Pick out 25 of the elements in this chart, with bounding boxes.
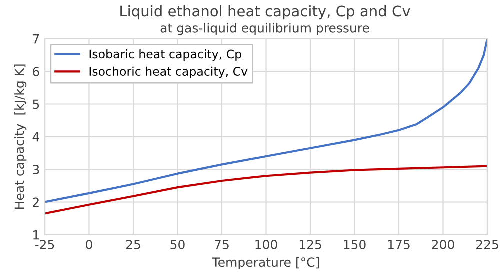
- x-tick-label: 0: [86, 240, 92, 250]
- chart-subtitle: at gas-liquid equilibrium pressure: [160, 23, 370, 36]
- x-axis-title: Temperature [°C]: [212, 257, 320, 270]
- y-tick-label: 3: [33, 165, 40, 175]
- y-tick-label: 1: [34, 230, 39, 240]
- y-tick-label: 4: [32, 132, 40, 142]
- x-tick-label: 125: [300, 240, 322, 250]
- y-tick-label: 5: [33, 100, 40, 110]
- x-tick-label: -25: [35, 240, 54, 250]
- y-tick-label: 7: [33, 34, 40, 44]
- line-series: [45, 165, 488, 215]
- y-tick-label: 2: [33, 198, 39, 207]
- y-tick-label: 6: [33, 67, 40, 77]
- x-tick-label: 100: [256, 240, 278, 250]
- x-tick-label: 50: [170, 240, 185, 250]
- legend-label: Isobaric heat capacity, Cp: [90, 50, 242, 61]
- x-tick-label: 150: [344, 240, 366, 250]
- legend-label: Isochoric heat capacity, Cv: [90, 66, 248, 78]
- x-tick-label: 200: [432, 240, 454, 250]
- chart-title: Liquid ethanol heat capacity, Cp and Cv: [120, 5, 410, 20]
- x-tick-label: 175: [388, 240, 410, 250]
- x-tick-label: 225: [476, 240, 498, 250]
- y-axis-title: Heat capacity [kJ/kg K]: [14, 64, 27, 209]
- x-tick-label: 25: [126, 240, 140, 250]
- x-tick-label: 75: [215, 240, 229, 250]
